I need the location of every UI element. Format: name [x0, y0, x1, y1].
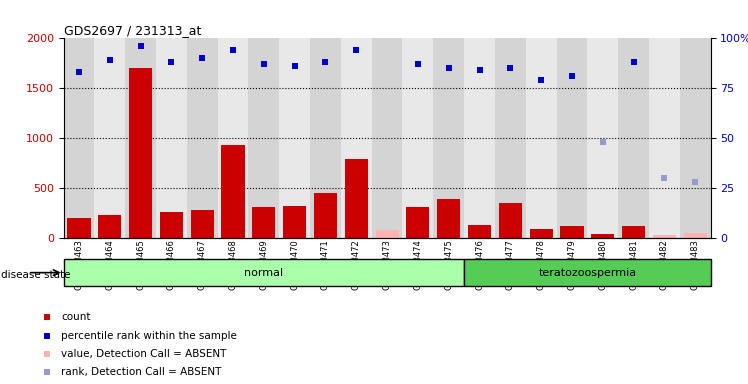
Bar: [221, 145, 245, 238]
Bar: [160, 212, 183, 238]
Bar: [495, 38, 526, 238]
Bar: [684, 233, 707, 238]
Bar: [218, 38, 248, 238]
Bar: [375, 230, 399, 238]
Bar: [191, 210, 214, 238]
Bar: [252, 207, 275, 238]
Bar: [125, 38, 156, 238]
Bar: [283, 206, 306, 238]
Bar: [530, 229, 553, 238]
Bar: [372, 38, 402, 238]
Bar: [437, 199, 460, 238]
Bar: [98, 215, 121, 238]
Bar: [464, 38, 495, 238]
Text: GDS2697 / 231313_at: GDS2697 / 231313_at: [64, 24, 201, 37]
Bar: [279, 38, 310, 238]
Bar: [341, 38, 372, 238]
Bar: [64, 259, 464, 286]
Bar: [587, 38, 618, 238]
Bar: [129, 68, 152, 238]
Bar: [314, 193, 337, 238]
Bar: [67, 218, 91, 238]
Bar: [622, 226, 645, 238]
Bar: [345, 159, 368, 238]
Bar: [433, 38, 464, 238]
Bar: [591, 234, 614, 238]
Text: rank, Detection Call = ABSENT: rank, Detection Call = ABSENT: [61, 367, 221, 377]
Bar: [310, 38, 341, 238]
Bar: [649, 38, 680, 238]
Bar: [94, 38, 125, 238]
Bar: [499, 203, 522, 238]
Bar: [464, 259, 711, 286]
Bar: [560, 226, 583, 238]
Bar: [248, 38, 279, 238]
Text: percentile rank within the sample: percentile rank within the sample: [61, 331, 237, 341]
Bar: [468, 225, 491, 238]
Text: count: count: [61, 312, 91, 322]
Bar: [526, 38, 557, 238]
Bar: [618, 38, 649, 238]
Text: value, Detection Call = ABSENT: value, Detection Call = ABSENT: [61, 349, 227, 359]
Bar: [653, 235, 676, 238]
Text: teratozoospermia: teratozoospermia: [539, 268, 637, 278]
Bar: [680, 38, 711, 238]
Bar: [402, 38, 433, 238]
Bar: [64, 38, 94, 238]
Bar: [557, 38, 587, 238]
Text: normal: normal: [245, 268, 283, 278]
Bar: [406, 207, 429, 238]
Text: disease state: disease state: [1, 270, 70, 280]
Bar: [187, 38, 218, 238]
Bar: [156, 38, 187, 238]
